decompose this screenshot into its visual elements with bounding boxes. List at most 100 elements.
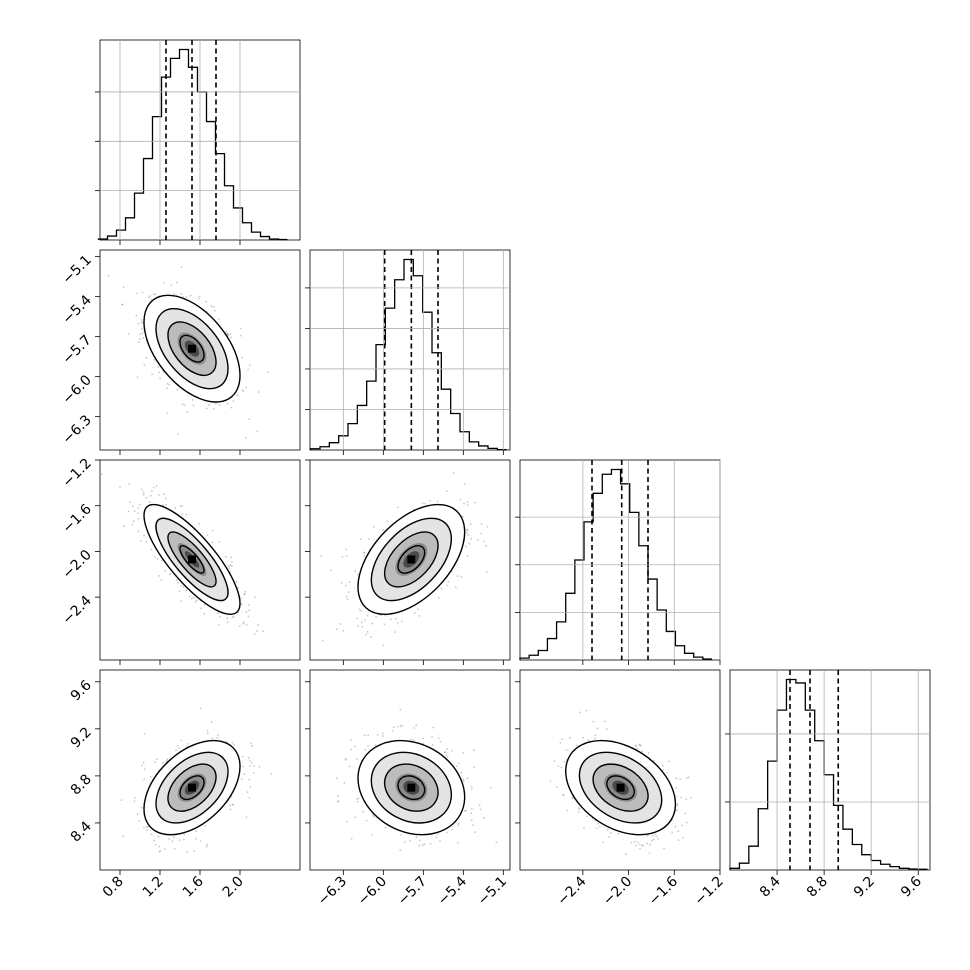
scatter-point	[241, 389, 244, 391]
scatter-point	[180, 266, 183, 269]
scatter-point	[587, 739, 590, 742]
scatter-point	[232, 400, 235, 403]
scatter-point	[460, 576, 463, 578]
scatter-point	[582, 736, 584, 739]
scatter-point	[474, 831, 477, 834]
scatter-point	[155, 758, 158, 761]
scatter-point	[231, 616, 234, 619]
scatter-point	[682, 836, 685, 839]
scatter-point	[365, 819, 368, 822]
scatter-point	[122, 286, 125, 289]
scatter-point	[419, 839, 421, 842]
scatter-point	[421, 844, 424, 847]
scatter-point	[270, 772, 273, 775]
scatter-point	[607, 835, 610, 838]
scatter-point	[422, 737, 424, 740]
scatter-point	[429, 843, 432, 845]
scatter-panel-0-3	[99, 669, 301, 871]
scatter-point	[165, 503, 167, 506]
scatter-point	[676, 804, 679, 807]
x-tick-label: 1.6	[180, 873, 207, 900]
scatter-point	[466, 531, 468, 534]
scatter-point	[143, 732, 146, 735]
contour-line	[143, 503, 241, 615]
scatter-point	[648, 852, 651, 855]
scatter-point	[636, 747, 638, 750]
scatter-point	[372, 814, 374, 817]
scatter-point	[396, 506, 399, 509]
y-tick-label: 9.2	[68, 724, 95, 751]
scatter-point	[120, 799, 123, 802]
scatter-point	[163, 848, 166, 851]
scatter-point	[210, 305, 213, 307]
scatter-point	[354, 745, 356, 748]
scatter-point	[172, 836, 175, 839]
scatter-point	[247, 615, 250, 618]
scatter-point	[344, 757, 347, 760]
scatter-point	[143, 534, 145, 537]
scatter-point	[610, 832, 612, 834]
scatter-point	[208, 403, 210, 406]
scatter-point	[141, 291, 144, 294]
scatter-point	[198, 522, 201, 525]
scatter-point	[657, 837, 659, 840]
scatter-point	[416, 608, 419, 611]
contour-line	[357, 503, 466, 615]
scatter-point	[188, 595, 191, 598]
scatter-point	[438, 737, 440, 740]
scatter-point	[341, 556, 344, 558]
scatter-point	[681, 824, 684, 827]
scatter-point	[247, 368, 250, 371]
scatter-point	[436, 500, 439, 503]
scatter-point	[489, 786, 492, 789]
scatter-point	[138, 338, 141, 341]
scatter-point	[396, 622, 399, 624]
scatter-point	[478, 804, 481, 807]
x-tick-label: 1.2	[140, 874, 167, 901]
scatter-point	[484, 544, 487, 547]
scatter-point	[257, 391, 260, 393]
scatter-point	[253, 633, 256, 636]
contour-line	[397, 545, 426, 574]
scatter-point	[585, 709, 588, 712]
scatter-point	[347, 591, 350, 593]
scatter-point	[159, 377, 161, 380]
scatter-point	[262, 630, 265, 633]
scatter-point	[356, 625, 359, 627]
scatter-point	[350, 739, 352, 742]
scatter-point	[226, 332, 228, 335]
scatter-point	[560, 766, 563, 769]
scatter-point	[363, 734, 366, 737]
scatter-point	[206, 729, 209, 732]
scatter-point	[148, 500, 151, 503]
scatter-point	[568, 736, 571, 739]
scatter-point	[137, 341, 140, 343]
scatter-point	[163, 493, 165, 496]
scatter-point	[483, 816, 485, 819]
scatter-point	[671, 831, 674, 834]
scatter-point	[231, 561, 233, 564]
scatter-point	[226, 621, 229, 624]
scatter-point	[459, 498, 462, 501]
scatter-point	[266, 371, 269, 374]
scatter-point	[473, 749, 476, 752]
y-tick-label: −1.6	[59, 501, 94, 536]
x-tick-label: −6.0	[355, 874, 390, 909]
scatter-point	[375, 615, 378, 618]
scatter-point	[248, 759, 251, 762]
scatter-point	[230, 336, 233, 339]
scatter-point	[384, 614, 387, 617]
scatter-point	[142, 826, 145, 829]
scatter-point	[218, 540, 221, 543]
scatter-point	[465, 529, 468, 531]
scatter-point	[410, 738, 413, 741]
scatter-point	[257, 624, 259, 626]
scatter-point	[141, 319, 143, 321]
gridlines	[310, 250, 510, 450]
scatter-point	[424, 502, 427, 505]
contour-line	[143, 294, 241, 403]
contour-line	[143, 739, 241, 836]
scatter-point	[470, 807, 473, 810]
scatter-point	[210, 721, 213, 723]
scatter-point	[662, 765, 664, 767]
